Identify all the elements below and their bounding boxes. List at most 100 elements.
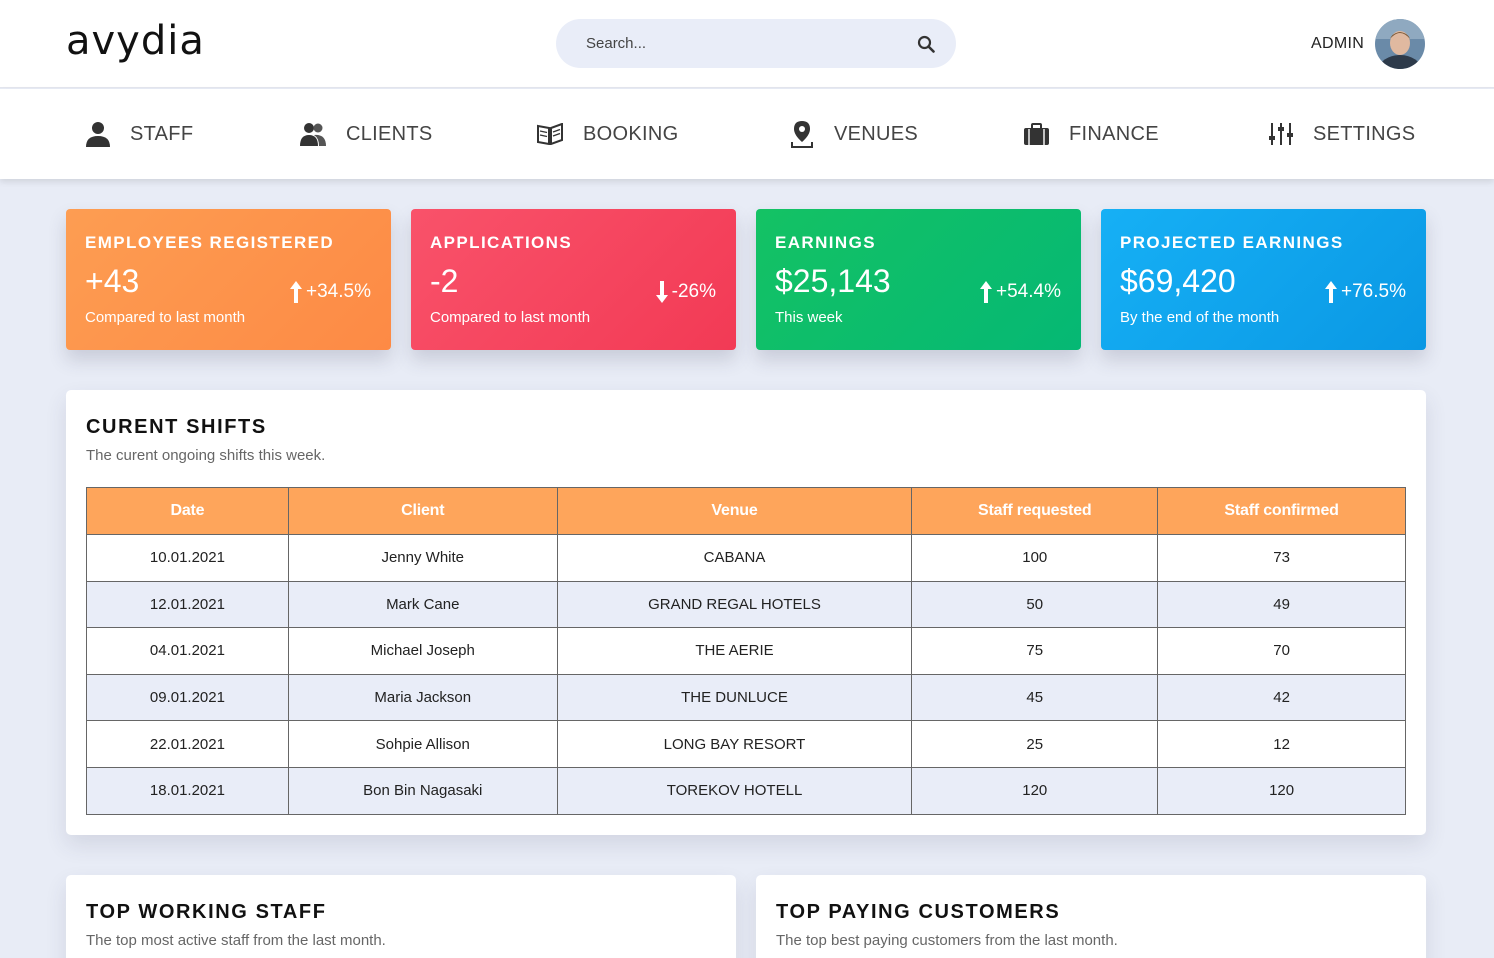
nav-label-finance: FINANCE (1069, 122, 1159, 145)
cell-client: Jenny White (287, 534, 558, 582)
arrow-up-icon (290, 281, 303, 303)
card-value: $69,420 (1120, 263, 1236, 299)
table-row[interactable]: 09.01.2021 Maria Jackson THE DUNLUCE 45 … (86, 673, 1406, 722)
arrow-down-icon (655, 281, 668, 303)
card-change: +34.5% (290, 281, 371, 303)
table-row[interactable]: 18.01.2021 Bon Bin Nagasaki TOREKOV HOTE… (86, 766, 1406, 815)
panel-title: TOP WORKING STAFF (86, 901, 327, 923)
cell-staff-confirmed: 42 (1157, 673, 1406, 722)
cell-staff-confirmed: 120 (1157, 766, 1406, 815)
card-change-value: +34.5% (306, 281, 371, 302)
card-title: APPLICATIONS (430, 233, 573, 252)
panel-title: TOP PAYING CUSTOMERS (776, 901, 1061, 923)
nav-item-staff[interactable]: STAFF (86, 89, 193, 179)
nav-label-staff: STAFF (130, 122, 194, 145)
avatar[interactable] (1375, 19, 1425, 69)
main-nav: STAFF CLIENTS BOOKING VENUES (0, 89, 1494, 179)
card-title: PROJECTED EARNINGS (1120, 233, 1344, 252)
users-icon (300, 123, 326, 146)
card-subtitle: Compared to last month (430, 309, 591, 326)
admin-label[interactable]: ADMIN (1311, 35, 1365, 52)
book-icon (537, 123, 563, 145)
cell-date: 22.01.2021 (86, 720, 289, 768)
nav-label-clients: CLIENTS (346, 122, 433, 145)
card-value: $25,143 (775, 263, 891, 299)
card-earnings[interactable]: EARNINGS $25,143 This week +54.4% (756, 209, 1081, 350)
sliders-icon (1269, 123, 1293, 145)
cell-staff-confirmed: 12 (1157, 720, 1406, 768)
nav-label-venues: VENUES (834, 122, 919, 145)
cell-staff-requested: 120 (911, 766, 1159, 815)
card-subtitle: This week (775, 309, 843, 326)
table-row[interactable]: 12.01.2021 Mark Cane GRAND REGAL HOTELS … (86, 580, 1406, 629)
cell-venue: LONG BAY RESORT (556, 720, 913, 768)
cell-staff-requested: 75 (911, 627, 1159, 675)
cell-staff-requested: 50 (911, 580, 1159, 629)
search-input[interactable] (586, 19, 906, 68)
card-change-value: +54.4% (996, 281, 1061, 302)
cell-staff-confirmed: 49 (1157, 580, 1406, 629)
cell-date: 09.01.2021 (86, 673, 289, 722)
card-value: +43 (85, 263, 140, 299)
cell-venue: TOREKOV HOTELL (556, 766, 913, 815)
cell-venue: THE AERIE (556, 627, 913, 675)
panel-subtitle: The top best paying customers from the l… (776, 932, 1118, 949)
search-box[interactable] (556, 19, 956, 68)
cell-staff-requested: 45 (911, 673, 1159, 722)
column-header-client[interactable]: Client (287, 487, 558, 535)
card-employees-registered[interactable]: EMPLOYEES REGISTERED +43 Compared to las… (66, 209, 391, 350)
table-row[interactable]: 04.01.2021 Michael Joseph THE AERIE 75 7… (86, 627, 1406, 675)
cell-client: Mark Cane (287, 580, 558, 629)
card-applications[interactable]: APPLICATIONS -2 Compared to last month -… (411, 209, 736, 350)
cell-client: Sohpie Allison (287, 720, 558, 768)
panel-title: CURENT SHIFTS (86, 416, 267, 438)
card-change: +54.4% (980, 281, 1061, 303)
column-header-venue[interactable]: Venue (556, 487, 913, 535)
cell-date: 12.01.2021 (86, 580, 289, 629)
cell-venue: GRAND REGAL HOTELS (556, 580, 913, 629)
card-change-value: -26% (671, 281, 716, 302)
cell-client: Michael Joseph (287, 627, 558, 675)
card-subtitle: Compared to last month (85, 309, 246, 326)
cell-staff-requested: 100 (911, 534, 1159, 582)
nav-item-finance[interactable]: FINANCE (1024, 89, 1159, 179)
column-header-staff-confirmed[interactable]: Staff confirmed (1157, 487, 1406, 535)
cell-staff-confirmed: 70 (1157, 627, 1406, 675)
card-subtitle: By the end of the month (1120, 309, 1280, 326)
nav-item-clients[interactable]: CLIENTS (300, 89, 433, 179)
nav-label-booking: BOOKING (583, 122, 679, 145)
nav-item-settings[interactable]: SETTINGS (1269, 89, 1415, 179)
nav-item-venues[interactable]: VENUES (790, 89, 918, 179)
briefcase-icon (1024, 123, 1049, 145)
search-icon[interactable] (917, 35, 935, 53)
cell-staff-confirmed: 73 (1157, 534, 1406, 582)
nav-item-booking[interactable]: BOOKING (537, 89, 678, 179)
card-value: -2 (430, 263, 459, 299)
cell-client: Bon Bin Nagasaki (287, 766, 558, 815)
table-row[interactable]: 10.01.2021 Jenny White CABANA 100 73 (86, 534, 1406, 582)
column-header-staff-requested[interactable]: Staff requested (911, 487, 1159, 535)
arrow-up-icon (1325, 281, 1338, 303)
card-change-value: +76.5% (1341, 281, 1406, 302)
card-title: EARNINGS (775, 233, 876, 252)
nav-label-settings: SETTINGS (1313, 122, 1416, 145)
card-projected-earnings[interactable]: PROJECTED EARNINGS $69,420 By the end of… (1101, 209, 1426, 350)
column-header-date[interactable]: Date (86, 487, 289, 535)
top-working-staff-panel: TOP WORKING STAFF The top most active st… (66, 875, 736, 958)
logo[interactable]: avydia (66, 18, 205, 64)
current-shifts-panel: CURENT SHIFTS The curent ongoing shifts … (66, 390, 1426, 835)
table-row[interactable]: 22.01.2021 Sohpie Allison LONG BAY RESOR… (86, 720, 1406, 768)
map-pin-icon (791, 121, 813, 148)
shifts-table: Date Client Venue Staff requested Staff … (86, 487, 1406, 815)
cell-venue: CABANA (556, 534, 913, 582)
cell-client: Maria Jackson (287, 673, 558, 722)
panel-subtitle: The curent ongoing shifts this week. (86, 447, 326, 464)
person-icon (86, 122, 110, 147)
cell-venue: THE DUNLUCE (556, 673, 913, 722)
top-paying-customers-panel: TOP PAYING CUSTOMERS The top best paying… (756, 875, 1426, 958)
card-change: -26% (655, 281, 716, 303)
card-change: +76.5% (1325, 281, 1406, 303)
table-header-row: Date Client Venue Staff requested Staff … (86, 487, 1406, 535)
cell-date: 04.01.2021 (86, 627, 289, 675)
panel-subtitle: The top most active staff from the last … (86, 932, 386, 949)
